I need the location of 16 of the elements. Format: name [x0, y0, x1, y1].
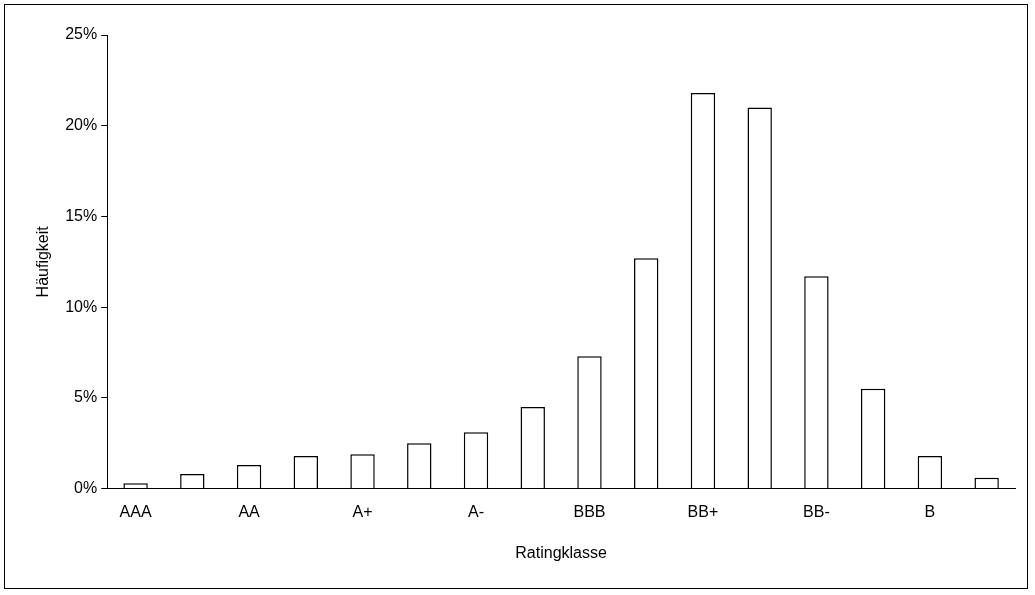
x-tick-label: BB+ [687, 502, 719, 520]
y-tick-label: 0% [74, 479, 98, 497]
x-tick-label: AA [238, 502, 261, 520]
y-axis-title: Häufigkeit [34, 225, 52, 298]
x-axis-title: Ratingklasse [515, 543, 608, 561]
y-tick-label: 15% [65, 206, 98, 224]
y-tick-label: 5% [74, 388, 98, 406]
y-tick-label: 20% [65, 116, 98, 134]
x-tick-label: AAA [119, 502, 152, 520]
x-tick-label: BB- [803, 502, 830, 520]
x-tick-label: B [924, 502, 936, 520]
y-tick-label: 25% [65, 25, 98, 43]
y-tick-label: 10% [65, 297, 98, 315]
x-tick-label: BBB [573, 502, 606, 520]
x-tick-label: A- [468, 502, 485, 520]
x-tick-label: A+ [352, 502, 373, 520]
